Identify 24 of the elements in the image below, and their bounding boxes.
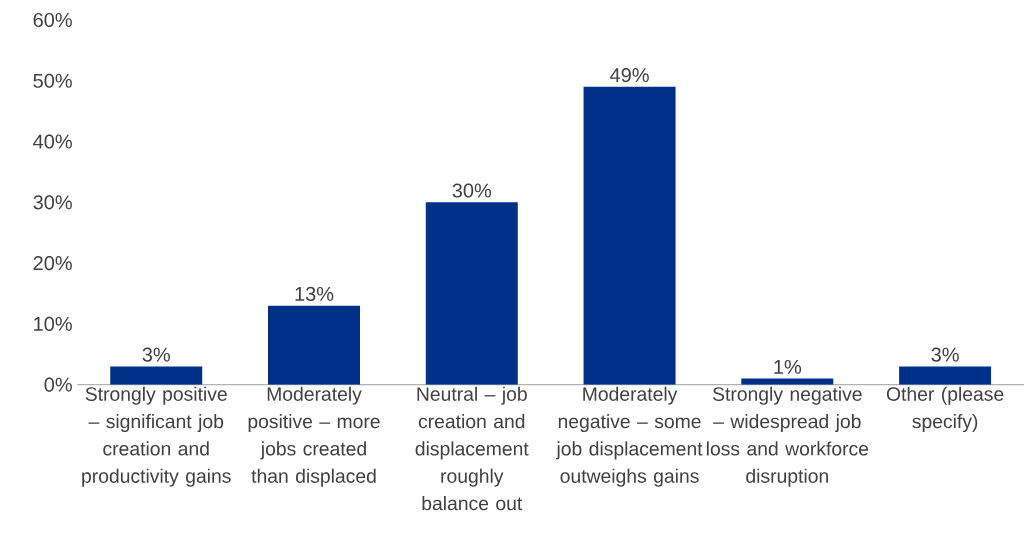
y-tick-label: 50%: [33, 73, 72, 88]
y-tick-label: 10%: [34, 316, 72, 331]
x-tick-label: Moderately positive – more jobs created than displaced: [248, 386, 380, 487]
data-label: 13%: [295, 286, 334, 301]
bar: [899, 366, 992, 385]
x-tick-label: Other (please specify): [886, 386, 1004, 433]
data-label: 30%: [452, 183, 492, 198]
x-tick-label: Neutral – job creation and displacement roughly balance out: [415, 386, 529, 511]
bar: [110, 366, 203, 385]
y-tick-label: 40%: [33, 134, 72, 149]
x-tick-label: Strongly positive – significant job creation and productivity gains: [82, 386, 231, 487]
x-tick-label: Strongly negative – widespread job loss and workforce disruption: [706, 386, 869, 487]
y-tick-label: 0%: [44, 377, 72, 392]
y-tick-label: 20%: [33, 256, 72, 271]
data-label: 3%: [142, 347, 170, 362]
y-tick-label: 30%: [33, 195, 72, 210]
bar: [268, 305, 361, 385]
data-label: 3%: [931, 347, 959, 362]
data-label: 1%: [774, 359, 802, 374]
data-label: 49%: [610, 67, 649, 83]
bar: [583, 86, 676, 385]
x-tick-label: Moderately negative – some job displacement outweighs gains: [556, 386, 703, 487]
y-tick-label: 60%: [33, 12, 72, 28]
bar: [425, 202, 518, 385]
